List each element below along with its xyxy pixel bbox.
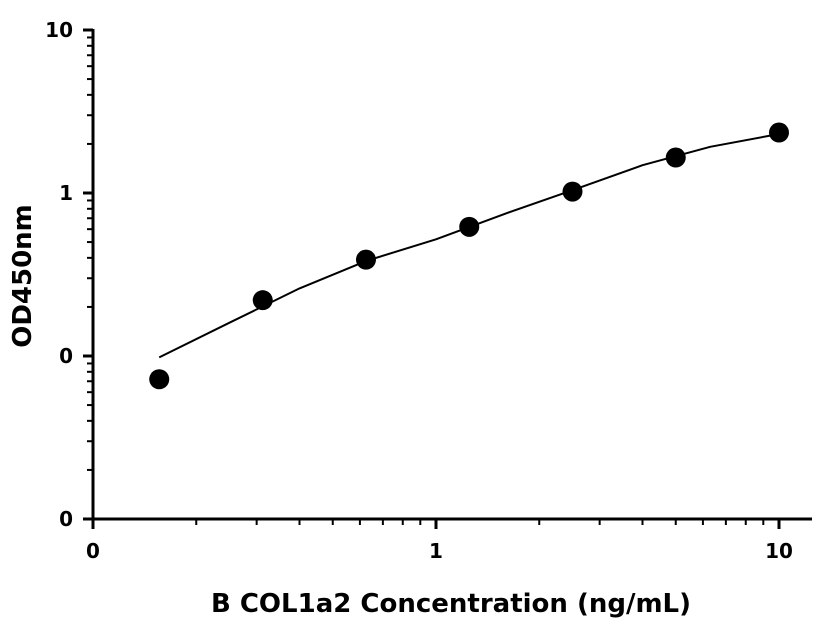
data-point xyxy=(665,147,686,168)
y-axis-label: OD450nm xyxy=(8,204,38,348)
data-points-layer xyxy=(149,122,789,390)
y-tick-label: 0 xyxy=(59,344,73,368)
y-tick-label: 10 xyxy=(45,18,73,42)
fit-curve-layer xyxy=(158,133,780,359)
y-tick-label: 0 xyxy=(59,507,73,531)
data-point xyxy=(252,290,273,311)
data-point xyxy=(562,181,583,202)
x-tick-label: 10 xyxy=(765,539,793,563)
data-point xyxy=(149,369,170,390)
data-point xyxy=(769,122,789,143)
data-point xyxy=(459,216,480,237)
data-point xyxy=(355,249,376,270)
y-tick-label: 1 xyxy=(59,181,73,205)
x-tick-label: 1 xyxy=(429,539,443,563)
x-tick-label: 0 xyxy=(86,539,100,563)
x-axis-label: B COL1a2 Concentration (ng/mL) xyxy=(211,589,691,619)
fit-curve-line xyxy=(158,133,780,359)
